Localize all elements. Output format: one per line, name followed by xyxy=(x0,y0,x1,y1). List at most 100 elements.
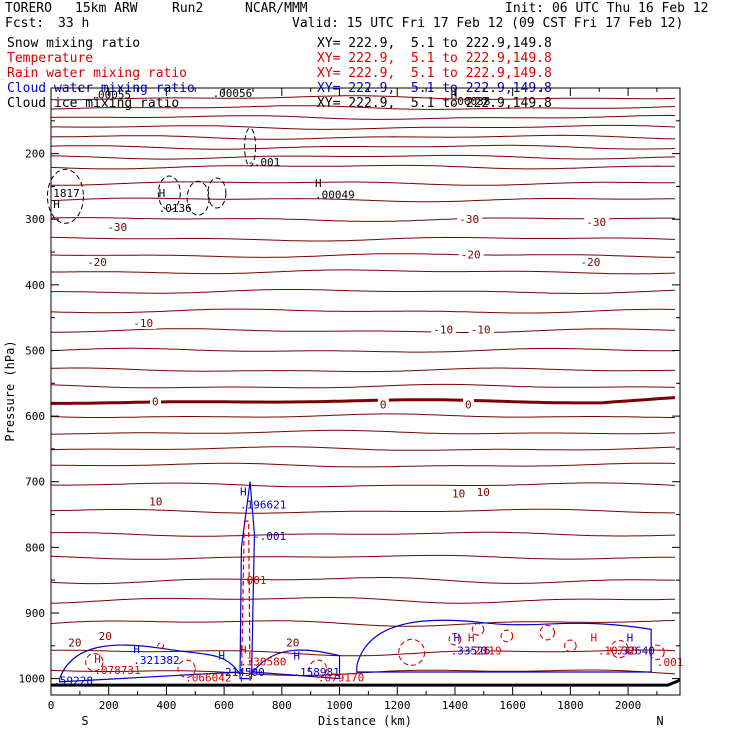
field-snow-xy: XY= 222.9, 5.1 to 222.9,149.8 xyxy=(317,36,552,51)
x-tick-label: 1600 xyxy=(499,699,526,712)
field-snow-name: Snow mixing ratio xyxy=(7,36,141,51)
isotherm-line xyxy=(50,367,675,373)
temperature-label-bg xyxy=(463,398,475,411)
x-tick-label: 600 xyxy=(214,699,234,712)
header-fcst-value: 33 h xyxy=(58,16,90,31)
isotherm-line xyxy=(50,347,675,353)
temperature-label-bg xyxy=(457,213,483,226)
field-temperature-name: Temperature xyxy=(7,51,94,66)
contour-label: .00056 xyxy=(213,87,253,100)
x-tick-label: 1400 xyxy=(442,699,469,712)
temperature-label: -30 xyxy=(459,213,479,226)
x-tick-label: 0 xyxy=(48,699,55,712)
contour-label: .079170 xyxy=(318,671,364,684)
temperature-label-bg xyxy=(105,221,131,234)
contour-label: H xyxy=(53,198,60,211)
plot-frame xyxy=(50,87,681,696)
contour-label: H xyxy=(240,486,247,499)
isotherm-line xyxy=(50,446,676,451)
contour-label: .066042 xyxy=(185,671,231,684)
field-temperature-xy: XY= 222.9, 5.1 to 222.9,149.8 xyxy=(317,51,552,66)
y-tick-label: 800 xyxy=(25,541,45,554)
snow-contour xyxy=(157,175,181,211)
temperature-label-bg xyxy=(284,636,303,649)
isotherm-line xyxy=(50,105,676,110)
rain-contour xyxy=(398,638,426,666)
temperature-label-bg xyxy=(458,248,484,261)
contour-label: H xyxy=(293,650,300,663)
contour-label: .158981 xyxy=(293,666,339,679)
isotherm-line xyxy=(51,328,676,334)
isotherm-line xyxy=(50,620,676,627)
header-model: TORERO xyxy=(5,1,52,16)
contour-label: .0136 xyxy=(159,202,192,215)
contour-label: H xyxy=(159,187,166,200)
y-axis-label: Pressure (hPa) xyxy=(3,340,17,441)
contour-label: H xyxy=(451,89,458,102)
temperature-label: -20 xyxy=(87,256,107,269)
contour-label: H xyxy=(591,631,598,644)
temperature-label: -20 xyxy=(461,249,481,262)
contour-label: .214500 xyxy=(218,666,264,679)
temperature-label-bg xyxy=(149,395,161,408)
cloud-water-contour xyxy=(356,619,652,673)
snow-contours xyxy=(46,127,257,224)
contour-label: .33526 xyxy=(451,644,491,657)
snow-contour xyxy=(186,180,210,216)
temperature-label-bg xyxy=(131,316,157,329)
contour-label: .00038 xyxy=(451,95,491,108)
rain-contour xyxy=(610,639,629,659)
contour-label: H xyxy=(315,177,322,190)
x-tick-label: 1200 xyxy=(384,699,411,712)
y-tick-label: 1000 xyxy=(19,673,46,686)
temperature-label: 20 xyxy=(99,630,112,643)
rain-contours xyxy=(85,520,665,682)
rain-contour xyxy=(500,629,514,643)
south-end-label: S xyxy=(81,714,88,728)
isotherm-line xyxy=(50,308,675,314)
header-init: Init: 06 UTC Thu 16 Feb 12 xyxy=(505,1,709,16)
header-fcst-label: Fcst: xyxy=(5,16,45,31)
temperature-label-bg xyxy=(147,495,166,508)
isotherm-line xyxy=(51,124,676,130)
isotherm-line xyxy=(50,253,675,258)
field-rain-xy: XY= 222.9, 5.1 to 222.9,149.8 xyxy=(317,66,552,81)
isotherm-line xyxy=(50,114,676,120)
isotherm-line xyxy=(50,554,675,560)
temperature-label-bg xyxy=(584,215,610,228)
isotherm-line xyxy=(51,269,676,275)
rain-contour xyxy=(177,659,196,678)
temperature-label-bg xyxy=(450,487,469,500)
contour-label: .330580 xyxy=(240,656,286,669)
snow-contour xyxy=(244,127,257,167)
isotherm-line xyxy=(51,462,676,468)
temperature-label: 10 xyxy=(477,486,490,499)
rain-contour xyxy=(448,632,462,646)
y-tick-label: 600 xyxy=(25,410,45,423)
rain-contour xyxy=(157,642,165,650)
cloud-water-contour xyxy=(59,644,240,683)
temperature-label: 0 xyxy=(465,398,472,411)
isotherm-line xyxy=(50,144,676,150)
contour-label: .001 xyxy=(240,574,267,587)
x-tick-label: 1800 xyxy=(557,699,584,712)
isotherm-line xyxy=(50,383,676,389)
rain-contour xyxy=(649,644,665,661)
rain-contour xyxy=(564,639,577,653)
contour-label: .078731 xyxy=(94,664,140,677)
rain-contour xyxy=(240,520,251,682)
temperature-label: -30 xyxy=(107,221,127,234)
temperature-label-bg xyxy=(468,323,494,336)
contour-label: .10748 xyxy=(598,644,638,657)
contour-label: .001 xyxy=(657,656,684,669)
contour-label: H xyxy=(468,631,475,644)
cloud-water-contour xyxy=(251,649,341,680)
temperature-label-bg xyxy=(66,636,85,649)
temperature-label: 0 xyxy=(152,396,159,409)
rain-contour xyxy=(539,624,556,641)
y-tick-label: 200 xyxy=(25,148,45,161)
temperature-label: 20 xyxy=(68,637,81,650)
snow-contour xyxy=(46,168,84,224)
x-tick-label: 200 xyxy=(99,699,119,712)
